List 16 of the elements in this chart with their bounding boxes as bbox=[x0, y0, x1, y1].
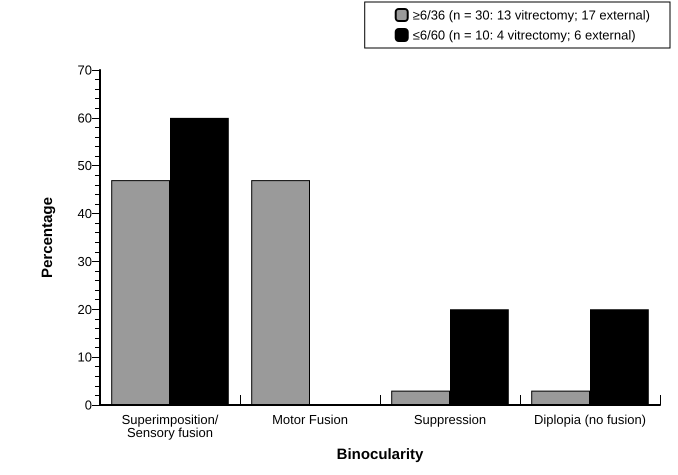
y-tick-label: 20 bbox=[78, 302, 92, 317]
legend-label: ≤6/60 (n = 10: 4 vitrectomy; 6 external) bbox=[412, 28, 636, 42]
x-tick-label: Motor Fusion bbox=[272, 412, 348, 427]
legend-label: ≥6/36 (n = 30: 13 vitrectomy; 17 external) bbox=[412, 8, 650, 22]
x-tick-label: Suppression bbox=[414, 412, 486, 427]
y-tick-label: 10 bbox=[78, 350, 92, 365]
y-tick-label: 70 bbox=[78, 62, 92, 78]
y-tick-label: 0 bbox=[84, 398, 92, 412]
y-tick-label: 50 bbox=[78, 158, 92, 174]
x-tick-label: Superimposition/ Sensory fusion bbox=[122, 412, 219, 440]
y-tick-label: 30 bbox=[78, 254, 92, 269]
y-axis-title: Percentage bbox=[39, 197, 56, 278]
x-axis-title: Binocularity bbox=[336, 446, 424, 463]
y-tick-label: 40 bbox=[78, 206, 92, 222]
y-tick-label: 60 bbox=[78, 110, 92, 126]
x-tick-label: Diplopia (no fusion) bbox=[534, 412, 646, 427]
